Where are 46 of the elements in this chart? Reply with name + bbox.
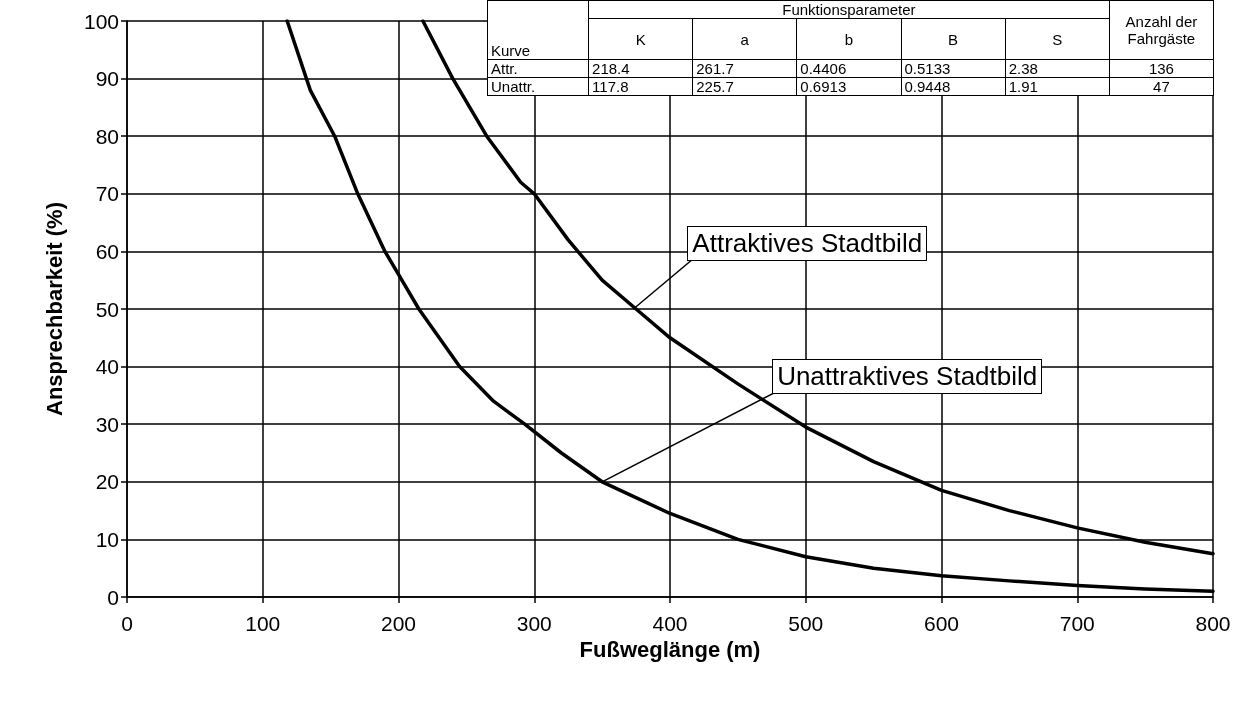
y-tick-label: 80 [95, 124, 119, 148]
x-tick-label: 600 [923, 612, 960, 635]
y-tick-label: 90 [95, 67, 119, 91]
y-axis-title: Ansprechbarkeit (%) [41, 202, 67, 416]
x-tick-label: 200 [380, 612, 417, 635]
y-tick-label: 30 [95, 412, 119, 436]
y-tick-label: 20 [95, 470, 119, 494]
annotation: b [796, 18, 901, 60]
annotation: 117.8 [588, 77, 693, 96]
x-tick-label: 400 [652, 612, 688, 635]
annotation: 0.9448 [901, 77, 1006, 96]
annotation: 225.7 [692, 77, 797, 96]
y-tick-label: 60 [95, 239, 119, 263]
annotation: a [692, 18, 797, 60]
annotation: 0.6913 [796, 77, 901, 96]
annotation: 218.4 [588, 59, 693, 78]
annotation: 1.91 [1005, 77, 1110, 96]
annotation: 2.38 [1005, 59, 1110, 78]
annotation: K [588, 18, 693, 60]
annotation: 136 [1109, 59, 1214, 78]
y-tick-label: 50 [95, 297, 119, 321]
annotation: Attr. [487, 59, 589, 78]
annotation: 0.5133 [901, 59, 1006, 78]
x-tick-label: 100 [245, 612, 281, 635]
annotation: 0.4406 [796, 59, 901, 78]
annotation: B [901, 18, 1006, 60]
annotation: Kurve [487, 0, 589, 60]
annotation: 47 [1109, 77, 1214, 96]
annotation: Anzahl der Fahrgäste [1109, 0, 1214, 60]
annotation: Unattraktives Stadtbild [772, 358, 1043, 394]
y-tick-label: 40 [95, 355, 119, 379]
text: Funktionsparameter [588, 0, 1110, 19]
x-tick-label: 500 [788, 612, 824, 635]
x-tick-label: 700 [1059, 612, 1095, 635]
y-tick-label: 100 [83, 9, 119, 33]
annotation: Attraktives Stadtbild [687, 226, 928, 261]
annotation: Unattr. [487, 77, 589, 96]
y-tick-label: 0 [107, 585, 119, 609]
x-tick-label: 0 [121, 612, 133, 635]
annotation: 261.7 [692, 59, 797, 78]
x-axis-title: Fußweglänge (m) [579, 637, 761, 663]
annotation: S [1005, 18, 1110, 60]
y-tick-label: 70 [95, 182, 119, 206]
x-tick-label: 300 [516, 612, 552, 635]
y-tick-label: 10 [95, 527, 119, 551]
x-tick-label: 800 [1195, 612, 1231, 635]
